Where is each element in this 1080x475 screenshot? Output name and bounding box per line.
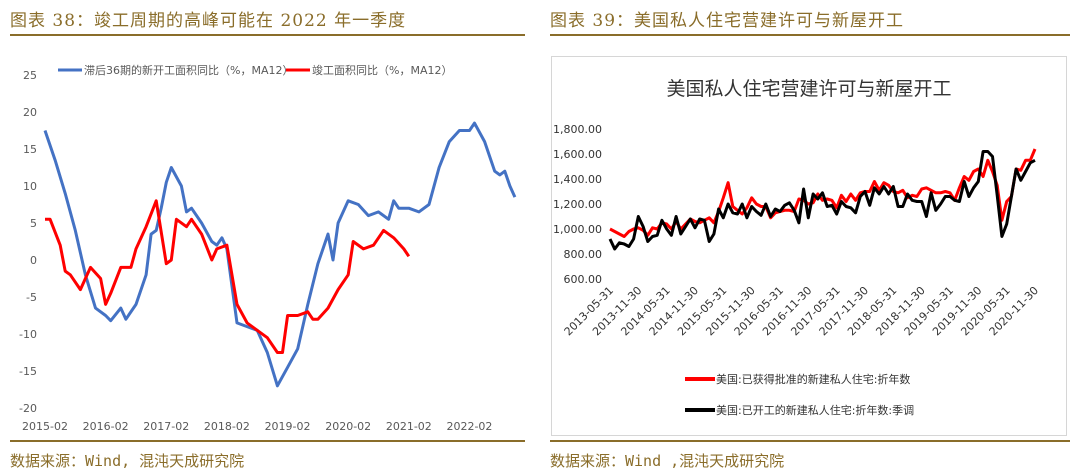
right-chart-frame: 美国私人住宅营建许可与新屋开工 1,800.00 1,600.00 1,400.00 1… [551, 56, 1067, 436]
left-x-tick-label: 2018-02 [204, 420, 250, 433]
left-source-rule [10, 440, 525, 442]
left-y-tick-label: 25 [23, 69, 37, 82]
left-y-tick-label: -20 [19, 402, 37, 415]
left-x-tick-label: 2019-02 [265, 420, 311, 433]
left-chart: 25 20 15 10 5 0 -5 -10 -15 -20 2015-02 2016-02 2017-… [19, 63, 517, 433]
left-y-tick-label: -5 [26, 291, 37, 304]
right-y-tick-label: 1,200.00 [553, 198, 602, 211]
left-y-tick-label: 5 [30, 217, 37, 230]
right-series-1-line [608, 150, 1036, 251]
left-series-0-line [43, 121, 517, 388]
left-y-tick-label: 10 [23, 180, 37, 193]
left-panel-title: 图表 38：竣工周期的高峰可能在 2022 年一季度 [10, 11, 407, 31]
right-y-tick-label: 1,400.00 [553, 173, 602, 186]
left-x-tick-label: 2020-02 [325, 420, 371, 433]
left-y-tick-label: 15 [23, 143, 37, 156]
left-y-tick-label: 20 [23, 106, 37, 119]
right-y-tick-label: 800.00 [564, 248, 603, 261]
left-x-tick-label: 2021-02 [386, 420, 432, 433]
right-y-tick-label: 1,800.00 [553, 123, 602, 136]
right-chart-title: 美国私人住宅营建许可与新屋开工 [666, 78, 951, 100]
left-title-rule [10, 34, 525, 36]
right-legend-label: 美国:已获得批准的新建私人住宅:折年数 [716, 372, 910, 386]
left-x-tick-label: 2016-02 [83, 420, 129, 433]
left-x-tick-label: 2015-02 [22, 420, 68, 433]
right-y-tick-label: 1,600.00 [553, 148, 602, 161]
left-series-1-line [45, 199, 411, 354]
right-legend-label: 美国:已开工的新建私人住宅:折年数:季调 [716, 403, 914, 417]
left-legend-label: 竣工面积同比（%，MA12） [312, 63, 452, 77]
right-title-rule [550, 34, 1070, 36]
left-source: 数据来源：Wind, 混沌天成研究院 [10, 452, 245, 470]
right-source-rule [550, 440, 1070, 442]
left-y-tick-label: -15 [19, 365, 37, 378]
right-source: 数据来源：Wind ,混沌天成研究院 [550, 452, 785, 470]
right-panel-title: 图表 39：美国私人住宅营建许可与新屋开工 [550, 11, 905, 31]
right-y-tick-label: 1,000.00 [553, 223, 602, 236]
right-y-tick-label: 600.00 [564, 273, 603, 286]
left-x-tick-label: 2017-02 [143, 420, 189, 433]
left-x-tick-label: 2022-02 [446, 420, 492, 433]
left-y-tick-label: 0 [30, 254, 37, 267]
left-y-tick-label: -10 [19, 328, 37, 341]
left-legend-label: 滞后36期的新开工面积同比（%，MA12） [84, 63, 293, 77]
right-chart: 美国私人住宅营建许可与新屋开工 1,800.00 1,600.00 1,400.00 1… [553, 78, 1041, 417]
